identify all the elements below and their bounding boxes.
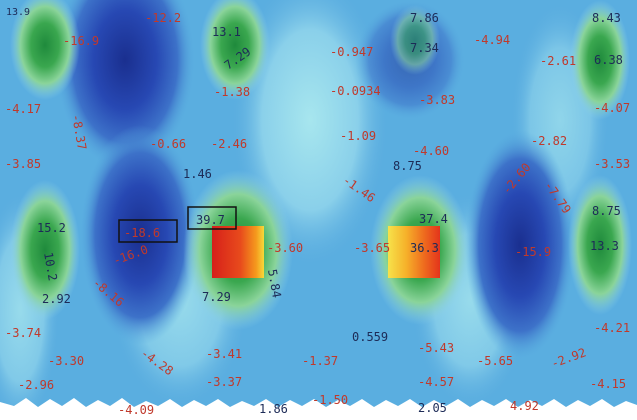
hot-spot-left bbox=[212, 226, 264, 278]
contour-value-label: 13.1 bbox=[212, 25, 241, 39]
contour-value-label: -5.65 bbox=[477, 354, 513, 368]
contour-value-label: 13.3 bbox=[590, 239, 619, 253]
contour-value-label: -4.57 bbox=[418, 375, 454, 389]
contour-value-label: -4.17 bbox=[5, 102, 41, 116]
contour-value-label: -3.60 bbox=[267, 241, 303, 255]
contour-value-label: -4.21 bbox=[594, 321, 630, 335]
contour-value-label: 10.2 bbox=[41, 251, 60, 282]
contour-value-label: -4.60 bbox=[413, 144, 449, 158]
contour-value-label: 7.29 bbox=[202, 290, 231, 304]
green-lobe bbox=[390, 5, 440, 75]
contour-value-label: -2.46 bbox=[211, 137, 247, 151]
green-lobe bbox=[568, 175, 632, 315]
green-lobe bbox=[10, 180, 80, 320]
contour-value-label: -16.9 bbox=[63, 34, 99, 48]
contour-value-label: -3.83 bbox=[419, 93, 455, 107]
contour-value-label: 4.92 bbox=[510, 399, 539, 413]
green-lobe bbox=[10, 0, 80, 100]
contour-value-label: -3.41 bbox=[206, 347, 242, 361]
torn-bottom-edge bbox=[0, 398, 637, 415]
contour-value-label: -1.37 bbox=[302, 354, 338, 368]
highlight-box-max bbox=[187, 206, 237, 230]
contour-value-label: -2.96 bbox=[18, 378, 54, 392]
contour-value-label: 2.92 bbox=[42, 292, 71, 306]
contour-value-label: 5.84 bbox=[265, 268, 284, 299]
contour-value-label: 1.46 bbox=[183, 167, 212, 181]
contour-value-label: 36.3 bbox=[410, 241, 439, 255]
contour-value-label: 2.05 bbox=[418, 401, 447, 415]
contour-value-label: 0.559 bbox=[352, 330, 388, 344]
minimum-region bbox=[55, 0, 195, 170]
highlight-box-min bbox=[118, 219, 178, 243]
contour-value-label: 6.38 bbox=[594, 53, 623, 67]
contour-value-label: 1.86 bbox=[259, 402, 288, 415]
contour-value-label: -2.82 bbox=[531, 134, 567, 148]
contour-value-label: -3.85 bbox=[5, 157, 41, 171]
contour-value-label: -1.38 bbox=[214, 85, 250, 99]
minimum-region bbox=[465, 130, 575, 360]
contour-value-label: -18.6 bbox=[124, 226, 160, 240]
contour-value-label: 15.2 bbox=[37, 221, 66, 235]
hot-spot-right bbox=[388, 226, 440, 278]
highlight-boxes bbox=[118, 206, 237, 243]
green-lobe bbox=[200, 0, 270, 100]
contour-value-label: -3.37 bbox=[206, 375, 242, 389]
contour-value-label: 8.75 bbox=[592, 204, 621, 218]
contour-value-label: 8.43 bbox=[592, 11, 621, 25]
contour-value-label: -3.65 bbox=[354, 241, 390, 255]
contour-value-label: -12.2 bbox=[145, 11, 181, 25]
contour-value-label: -3.53 bbox=[594, 157, 630, 171]
contour-value-label: 39.7 bbox=[196, 213, 225, 227]
contour-value-label: -4.09 bbox=[118, 403, 154, 415]
hot-spots bbox=[212, 226, 440, 278]
contour-value-label: -4.07 bbox=[594, 101, 630, 115]
contour-value-label: 8.75 bbox=[393, 159, 422, 173]
contour-value-label: 37.4 bbox=[419, 212, 448, 226]
contour-value-label: -8.37 bbox=[69, 113, 89, 151]
contour-value-label: -3.74 bbox=[5, 326, 41, 340]
contour-value-label: -1.50 bbox=[312, 393, 348, 407]
contour-value-label: -3.30 bbox=[48, 354, 84, 368]
contour-value-label: -4.94 bbox=[474, 33, 510, 47]
contour-value-label: -2.61 bbox=[540, 54, 576, 68]
green-lobe bbox=[570, 0, 630, 120]
contour-value-label: 7.86 bbox=[410, 11, 439, 25]
contour-value-label: 13.9 bbox=[6, 7, 30, 18]
minimum-region bbox=[80, 125, 200, 345]
contour-value-label: -1.09 bbox=[340, 129, 376, 143]
contour-value-label: -0.947 bbox=[330, 45, 373, 59]
contour-value-label: -15.9 bbox=[515, 245, 551, 259]
contour-value-label: -0.0934 bbox=[330, 84, 381, 98]
contour-value-label: -5.43 bbox=[418, 341, 454, 355]
contour-value-label: -4.15 bbox=[590, 377, 626, 391]
contour-value-label: 7.34 bbox=[410, 41, 439, 55]
contour-value-label: -0.66 bbox=[150, 137, 186, 151]
